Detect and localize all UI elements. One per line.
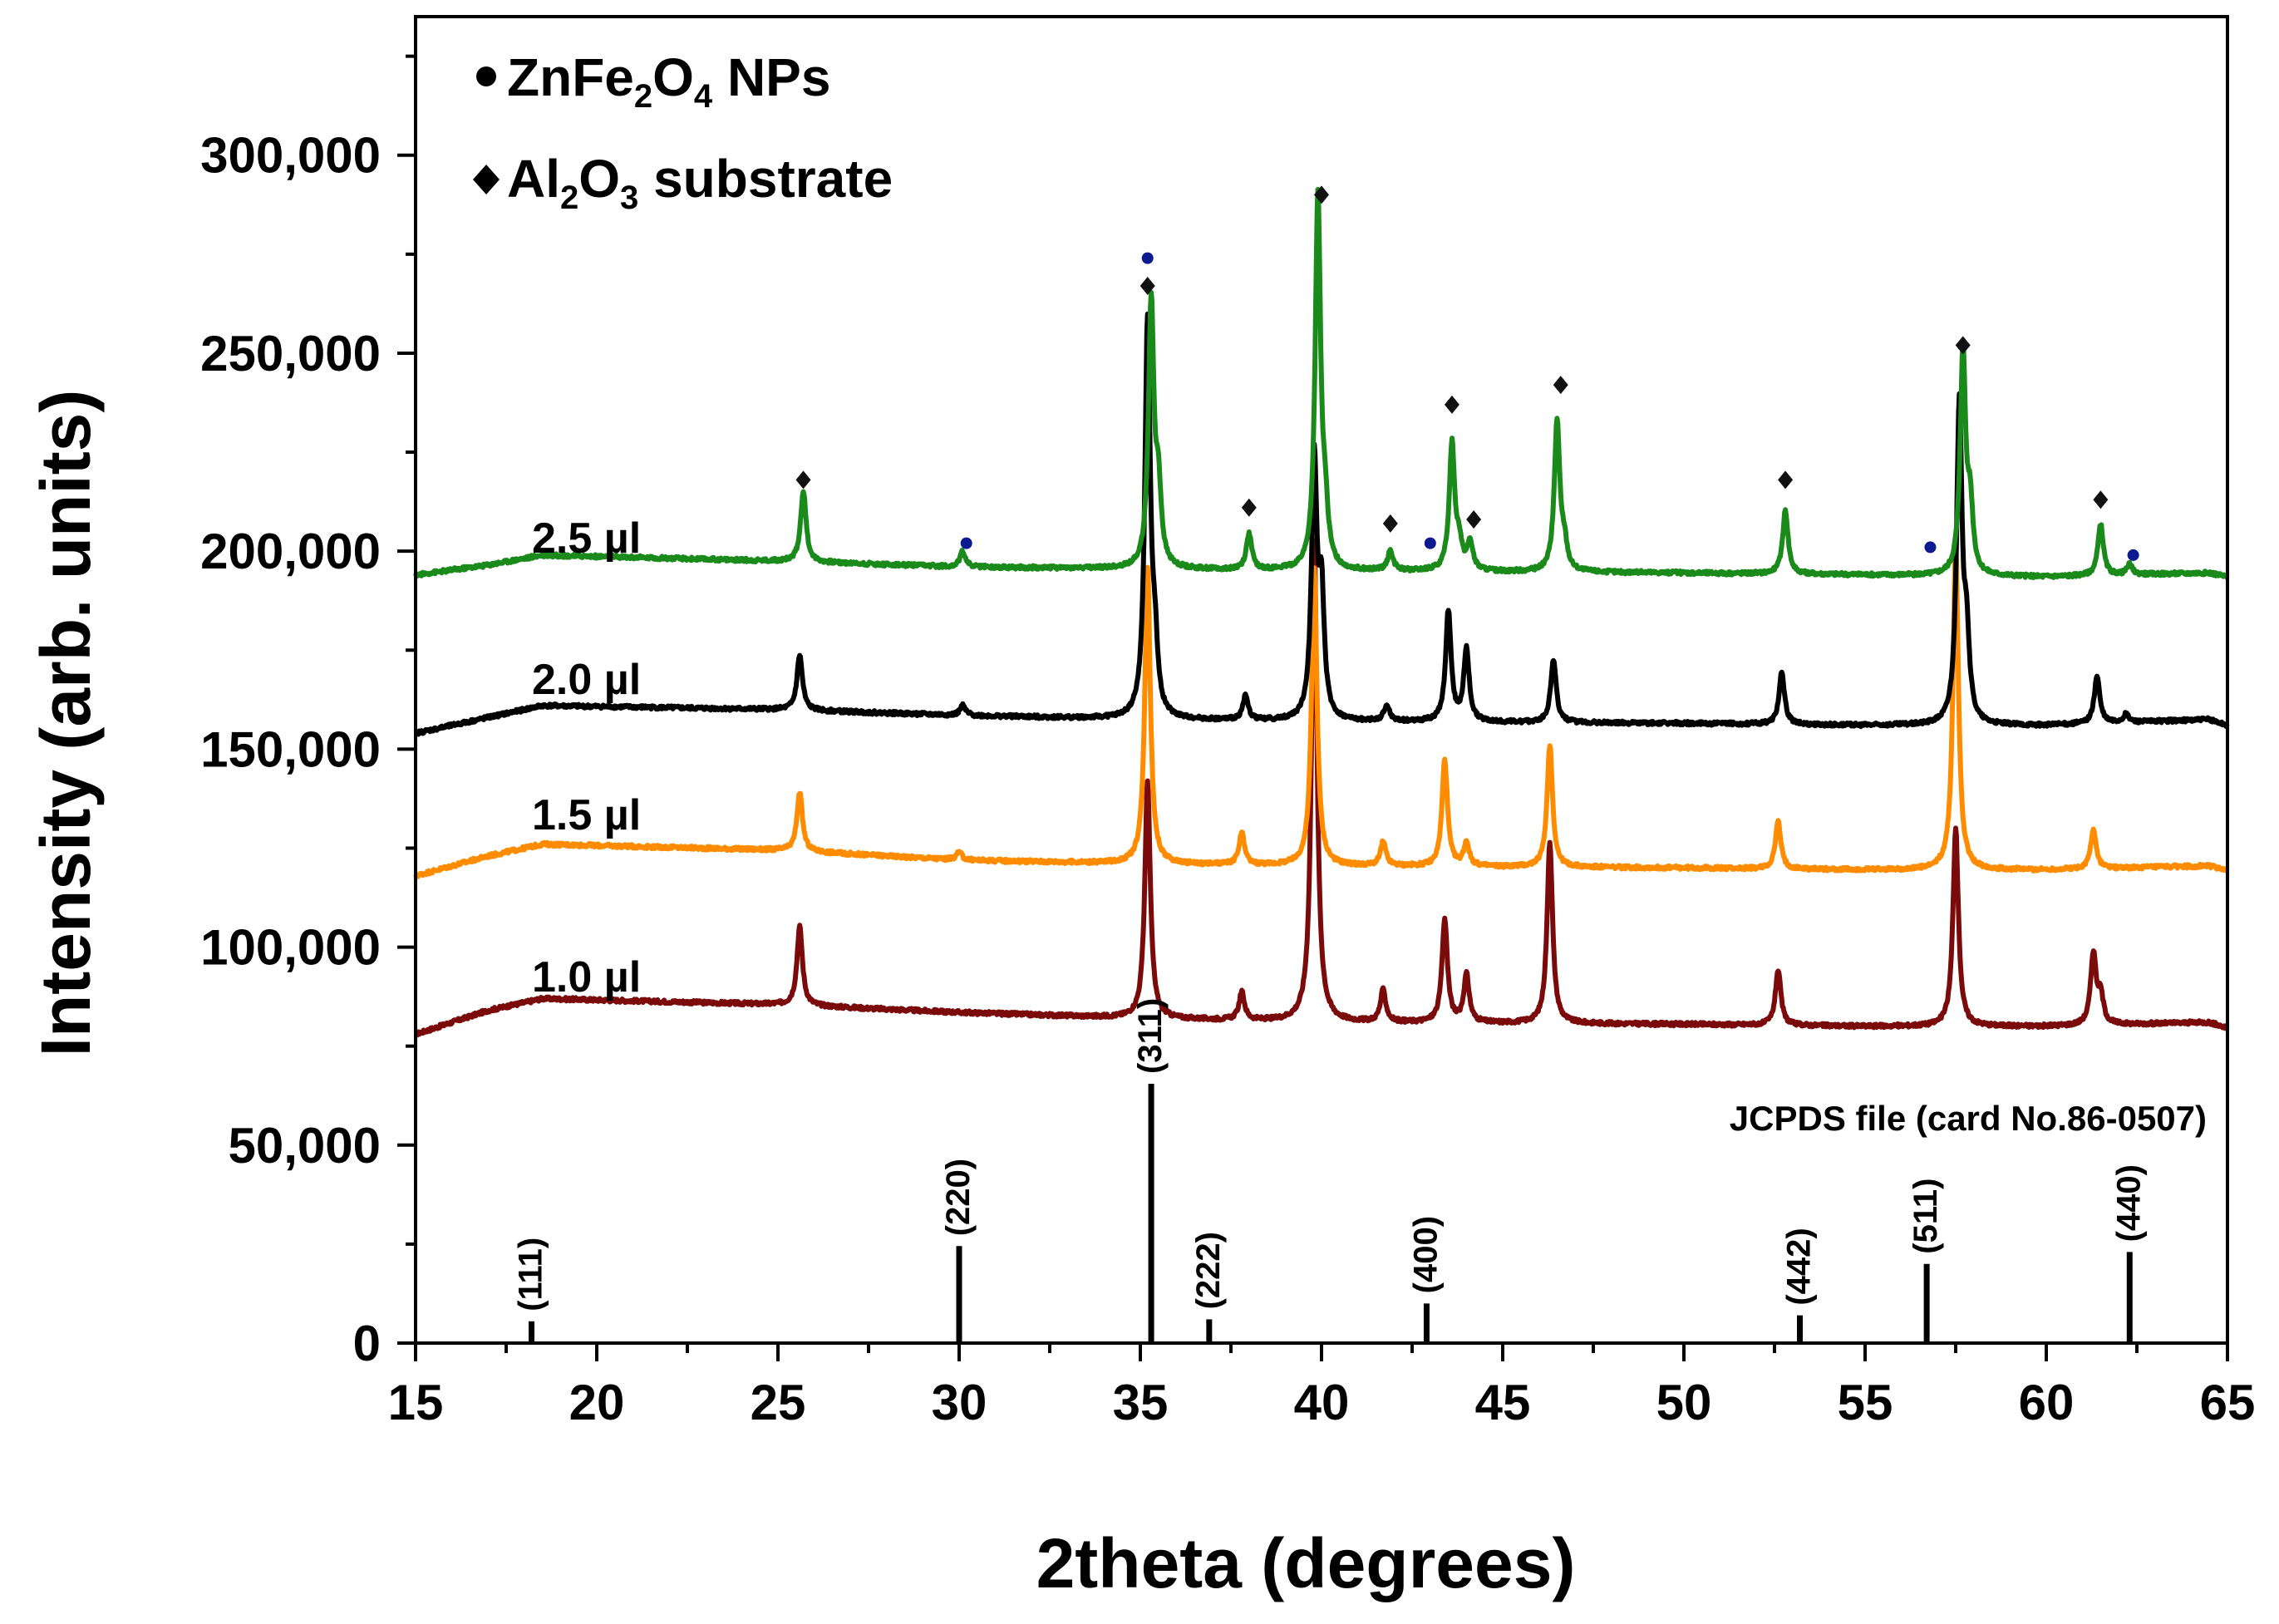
al2o3-marker: [1466, 510, 1482, 529]
x-tick-label: 20: [569, 1375, 625, 1430]
x-tick-label: 60: [2019, 1375, 2075, 1430]
reference-title: JCPDS file (card No.86-0507): [1730, 1099, 2207, 1138]
y-tick-label: 250,000: [200, 326, 381, 381]
al2o3-marker: [1140, 276, 1155, 295]
axes: 15 20 25 30 35 40 45 50 55 60 65 0 50,000 100,000 150,…: [200, 15, 2256, 1430]
znfe2o4-marker: [960, 537, 972, 549]
hkl-label: (511): [1907, 1179, 1944, 1254]
znfe2o4-marker: [1924, 541, 1937, 554]
hkl-label: (442): [1781, 1228, 1818, 1305]
y-tick-label: 100,000: [200, 920, 381, 976]
y-tick-label: 50,000: [228, 1118, 381, 1174]
x-axis-title: 2theta (degrees): [1036, 1524, 1576, 1602]
al2o3-marker: [1553, 376, 1568, 395]
y-axis-title: Intensity (arb. units): [27, 390, 105, 1057]
al2o3-marker: [1778, 470, 1794, 490]
x-tick-label: 65: [2200, 1375, 2256, 1430]
series-label-1-0: 1.0 µl: [532, 953, 641, 1001]
al2o3-marker: [1444, 395, 1459, 414]
series-line-10: [413, 538, 2230, 1038]
al2o3-marker: [1382, 514, 1398, 533]
x-tick-label: 55: [1838, 1375, 1893, 1430]
al2o3-marker: [795, 470, 811, 490]
y-tick-label: 0: [353, 1316, 381, 1371]
al2o3-marker: [2093, 490, 2109, 509]
series-traces: [413, 186, 2230, 1038]
y-tick-label: 300,000: [200, 128, 381, 184]
x-tick-label: 25: [751, 1375, 806, 1430]
series-labels: 2.5 µl 2.0 µl 1.5 µl 1.0 µl: [532, 514, 641, 1001]
legend: ZnFe2O4 NPs Al2O3 substrate: [473, 47, 893, 216]
series-label-1-5: 1.5 µl: [532, 791, 641, 839]
peak-markers: [795, 185, 2139, 561]
legend-diamond-icon: [473, 165, 500, 194]
series-line-20: [413, 311, 2230, 737]
series-line-25: [413, 186, 2230, 580]
hkl-label: (311): [1132, 998, 1169, 1074]
series-line-15: [413, 543, 2230, 879]
hkl-label: (111): [513, 1238, 549, 1312]
al2o3-marker: [1955, 336, 1971, 355]
plot-frame: [414, 15, 2229, 1345]
x-tick-label: 15: [388, 1375, 444, 1430]
legend-entry-znfe2o4: ZnFe2O4 NPs: [507, 47, 830, 115]
hkl-label: (400): [1407, 1216, 1444, 1293]
x-tick-label: 30: [932, 1375, 987, 1430]
hkl-label: (222): [1190, 1232, 1227, 1309]
hkl-label: (440): [2110, 1164, 2147, 1242]
y-tick-label: 150,000: [200, 721, 381, 777]
hkl-label: (220): [940, 1159, 977, 1236]
legend-entry-al2o3: Al2O3 substrate: [507, 149, 893, 216]
x-tick-label: 40: [1294, 1375, 1350, 1430]
znfe2o4-marker: [2127, 549, 2139, 561]
al2o3-marker: [1241, 498, 1257, 517]
legend-circle-icon: [476, 66, 496, 86]
x-tick-label: 35: [1113, 1375, 1169, 1430]
znfe2o4-marker: [1141, 252, 1154, 264]
reference-lines: (111) (220) (311) (222) (400) (442) (511) (440): [513, 998, 2147, 1343]
series-label-2-5: 2.5 µl: [532, 514, 641, 563]
x-tick-label: 50: [1656, 1375, 1712, 1430]
znfe2o4-marker: [1424, 537, 1436, 549]
series-label-2-0: 2.0 µl: [532, 656, 641, 704]
al2o3-marker: [1314, 185, 1329, 204]
x-tick-label: 45: [1475, 1375, 1531, 1430]
y-tick-label: 200,000: [200, 524, 381, 579]
